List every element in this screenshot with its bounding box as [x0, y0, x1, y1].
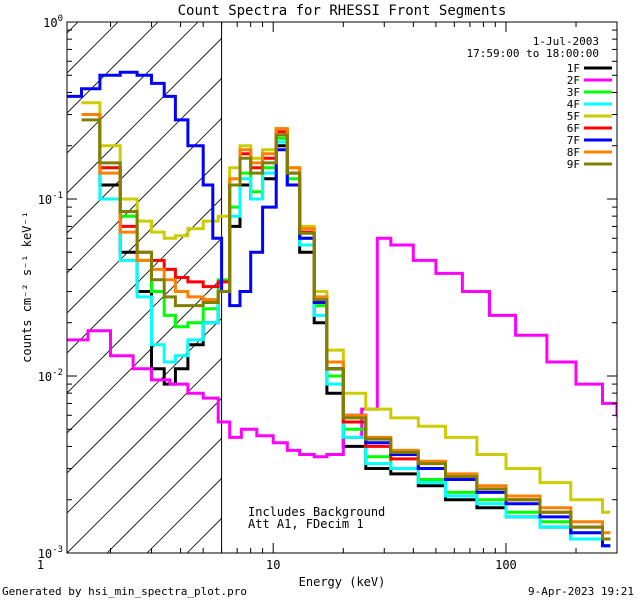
hatch-line [67, 22, 79, 34]
series-5f-line [81, 101, 611, 514]
y-tick-label: 10-3 [38, 545, 63, 561]
legend-label-8f: 8F [567, 146, 580, 159]
legend-label-6f: 6F [567, 122, 580, 135]
series-2f-line [67, 236, 617, 459]
series-9f-line [81, 118, 611, 541]
chart-title: Count Spectra for RHESSI Front Segments [178, 3, 507, 19]
x-tick-label: 10 [266, 558, 280, 572]
series-3f-line [81, 113, 611, 541]
hatch-line [67, 77, 222, 234]
legend-label-5f: 5F [567, 110, 580, 123]
footer-generator: Generated by hsi_min_spectra_plot.pro [2, 585, 247, 598]
annotation-background-note: Includes Background [248, 505, 385, 519]
y-tick-label: 10-2 [38, 368, 63, 384]
series-8f-line [81, 113, 611, 535]
hatch-line [67, 37, 222, 194]
axis-ticks: 1 10 100 100 10-1 10-2 10-3 [37, 14, 618, 572]
hatch-line [67, 197, 222, 354]
x-tick-label: 100 [495, 558, 517, 572]
background-hatched-region [67, 22, 223, 553]
legend-label-1f: 1F [567, 62, 580, 75]
footer-timestamp: 9-Apr-2023 19:21 [528, 585, 634, 598]
y-tick-label: 10-1 [38, 191, 63, 207]
series-group [67, 70, 617, 548]
annotation-time-range: 17:59:00 to 18:00:00 [467, 47, 599, 60]
series-4f-line [81, 113, 611, 548]
hatch-line [67, 22, 159, 114]
hatch-line [106, 437, 222, 553]
annotation-attenuator-note: Att A1, FDecim 1 [248, 517, 364, 531]
hatch-line [67, 22, 199, 154]
legend-label-2f: 2F [567, 74, 580, 87]
legend-label-7f: 7F [567, 134, 580, 147]
hatch-line [67, 357, 222, 514]
legend-label-4f: 4F [567, 98, 580, 111]
y-axis-label: counts cm⁻² s⁻¹ keV⁻¹ [20, 211, 34, 363]
legend-label-3f: 3F [567, 86, 580, 99]
hatch-line [67, 397, 222, 553]
legend-label-9f: 9F [567, 158, 580, 171]
hatch-line [67, 117, 222, 274]
hatch-line [67, 237, 222, 394]
series-6f-line [81, 113, 611, 541]
y-tick-label: 100 [43, 14, 63, 30]
plot-frame [66, 21, 618, 554]
x-tick-label: 1 [37, 558, 44, 572]
hatch-line [67, 157, 222, 314]
series-7f-line [67, 70, 611, 548]
annotation-date: 1-Jul-2003 [533, 35, 599, 48]
x-axis-label: Energy (keV) [299, 575, 386, 589]
hatch-line [67, 317, 222, 474]
